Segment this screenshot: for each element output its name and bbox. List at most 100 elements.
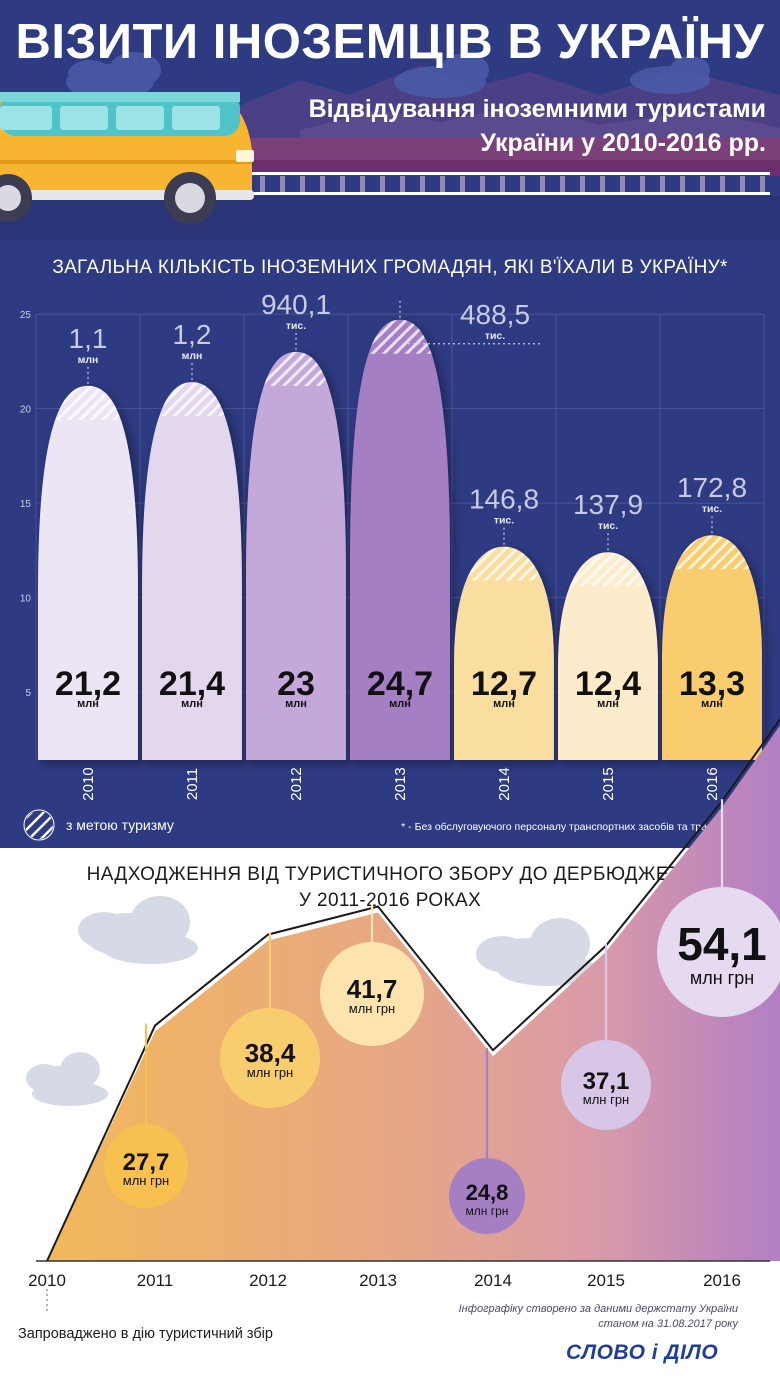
subtitle-line-1: Відвідування іноземними туристами bbox=[308, 95, 766, 123]
bar-2016 bbox=[662, 535, 762, 760]
cloud-icon bbox=[78, 896, 198, 964]
subtitle-line-2: України у 2010-2016 рр. bbox=[480, 129, 766, 157]
tourism-value-label: 940,1 bbox=[261, 289, 331, 320]
bar-unit-label: млн bbox=[701, 698, 723, 710]
value-bubble bbox=[561, 1040, 651, 1130]
x-tick-label: 2016 bbox=[704, 767, 721, 800]
tourism-legend: з метою туризму bbox=[22, 808, 174, 842]
bar-value-label: 21,4 bbox=[159, 665, 225, 703]
tourism-value-label: 488,5 bbox=[460, 299, 530, 330]
footnote: * - Без обслуговуючого персоналу транспо… bbox=[401, 821, 756, 833]
x-tick-label: 2016 bbox=[703, 1271, 741, 1290]
tourism-unit-label: тис. bbox=[286, 320, 306, 332]
page-subtitle: Відвідування іноземними туристами Україн… bbox=[246, 92, 766, 160]
bar-value-label: 12,7 bbox=[471, 665, 537, 703]
bar-unit-label: млн bbox=[493, 698, 515, 710]
x-tick-label: 2012 bbox=[249, 1271, 287, 1290]
bar-unit-label: млн bbox=[389, 698, 411, 710]
x-tick-label: 2015 bbox=[600, 767, 617, 800]
bar-2010 bbox=[38, 385, 138, 760]
bar-2012 bbox=[246, 351, 346, 760]
x-tick-label: 2011 bbox=[137, 1271, 174, 1290]
bar-2013 bbox=[350, 319, 450, 760]
tourism-unit-label: тис. bbox=[702, 503, 722, 515]
bubble-unit-label: млн грн bbox=[466, 1204, 509, 1218]
bar-unit-label: млн bbox=[181, 698, 203, 710]
series-line bbox=[46, 718, 780, 1262]
value-bubble bbox=[657, 887, 780, 1017]
value-bubble bbox=[220, 1008, 320, 1108]
road-markings bbox=[250, 172, 770, 195]
bubble-unit-label: млн грн bbox=[583, 1092, 629, 1107]
bubble-value-label: 41,7 bbox=[347, 974, 398, 1004]
tax-chart-title: НАДХОДЖЕННЯ ВІД ТУРИСТИЧНОГО ЗБОРУ ДО ДЕ… bbox=[0, 862, 780, 914]
y-tick-label: 20 bbox=[20, 405, 32, 416]
bar-2011 bbox=[142, 382, 242, 760]
bubble-unit-label: млн грн bbox=[349, 1001, 395, 1016]
tourism-value-label: 172,8 bbox=[677, 472, 747, 503]
tax-title-line-1: НАДХОДЖЕННЯ ВІД ТУРИСТИЧНОГО ЗБОРУ ДО ДЕ… bbox=[86, 864, 694, 885]
y-tick-label: 10 bbox=[20, 594, 32, 605]
bubble-value-label: 38,4 bbox=[245, 1038, 296, 1068]
value-bubble bbox=[320, 942, 424, 1046]
tourism-unit-label: млн bbox=[78, 354, 99, 366]
tax-intro-label: Запроваджено в дію туристичний збір bbox=[18, 1326, 273, 1342]
tourism-unit-label: млн bbox=[182, 350, 203, 362]
x-tick-label: 2015 bbox=[587, 1271, 625, 1290]
x-tick-label: 2010 bbox=[28, 1271, 66, 1290]
bubble-unit-label: млн грн bbox=[123, 1173, 169, 1188]
bar-unit-label: млн bbox=[597, 698, 619, 710]
tax-title-line-2: У 2011-2016 РОКАХ bbox=[298, 890, 482, 911]
cloud-icon bbox=[66, 52, 710, 100]
tourism-value-label: 137,9 bbox=[573, 489, 643, 520]
top-panel: ВІЗИТИ ІНОЗЕМЦІВ В УКРАЇНУ Відвідування … bbox=[0, 0, 780, 848]
bar-unit-label: млн bbox=[77, 698, 99, 710]
source-note-line-2: станом на 31.08.2017 року bbox=[598, 1318, 738, 1330]
tourism-value-label: 1,1 bbox=[69, 323, 108, 354]
bar-value-label: 24,7 bbox=[367, 665, 433, 703]
x-tick-label: 2010 bbox=[80, 767, 97, 800]
y-tick-label: 5 bbox=[25, 688, 31, 699]
x-tick-label: 2013 bbox=[359, 1271, 397, 1290]
x-tick-label: 2011 bbox=[184, 768, 201, 800]
y-tick-label: 15 bbox=[20, 499, 32, 510]
bar-2014 bbox=[454, 546, 554, 760]
bar-value-label: 13,3 bbox=[679, 665, 745, 703]
source-note: Інфографіку створено за даними держстату… bbox=[459, 1302, 738, 1332]
tourism-value-label: 1,2 bbox=[173, 319, 212, 350]
bar-2015 bbox=[558, 552, 658, 760]
bubble-value-label: 37,1 bbox=[583, 1068, 630, 1095]
visitors-chart-title: ЗАГАЛЬНА КІЛЬКІСТЬ ІНОЗЕМНИХ ГРОМАДЯН, Я… bbox=[52, 257, 728, 278]
cloud-icon bbox=[26, 1052, 108, 1106]
x-tick-label: 2014 bbox=[496, 767, 513, 800]
bus-icon bbox=[0, 92, 254, 224]
bubble-unit-label: млн грн bbox=[690, 968, 754, 988]
x-tick-label: 2012 bbox=[288, 767, 305, 800]
bar-value-label: 21,2 bbox=[55, 665, 121, 703]
source-note-line-1: Інфографіку створено за даними держстату… bbox=[458, 1303, 738, 1315]
bubble-value-label: 54,1 bbox=[677, 918, 767, 970]
y-tick-label: 25 bbox=[20, 310, 32, 321]
cloud-icon bbox=[476, 918, 598, 986]
page-title: ВІЗИТИ ІНОЗЕМЦІВ В УКРАЇНУ bbox=[15, 15, 765, 69]
bubble-unit-label: млн грн bbox=[247, 1065, 293, 1080]
bar-unit-label: млн bbox=[285, 698, 307, 710]
tourism-unit-label: тис. bbox=[598, 520, 618, 532]
value-bubble bbox=[449, 1158, 525, 1234]
bubble-value-label: 24,8 bbox=[466, 1180, 509, 1205]
bar-value-label: 23 bbox=[277, 665, 315, 703]
brand-logo: СЛОВО і ДІЛО bbox=[566, 1341, 719, 1364]
tourism-unit-label: тис. bbox=[485, 330, 505, 342]
bubble-value-label: 27,7 bbox=[123, 1149, 170, 1176]
value-bubble bbox=[104, 1124, 188, 1208]
tourism-value-label: 146,8 bbox=[469, 484, 539, 515]
legend-label: з метою туризму bbox=[66, 817, 174, 833]
hatch-circle-icon bbox=[23, 809, 55, 841]
bar-value-label: 12,4 bbox=[575, 665, 641, 703]
tourism-unit-label: тис. bbox=[494, 515, 514, 527]
header-illustration bbox=[0, 52, 780, 224]
x-tick-label: 2014 bbox=[474, 1271, 512, 1290]
x-tick-label: 2013 bbox=[392, 767, 409, 800]
